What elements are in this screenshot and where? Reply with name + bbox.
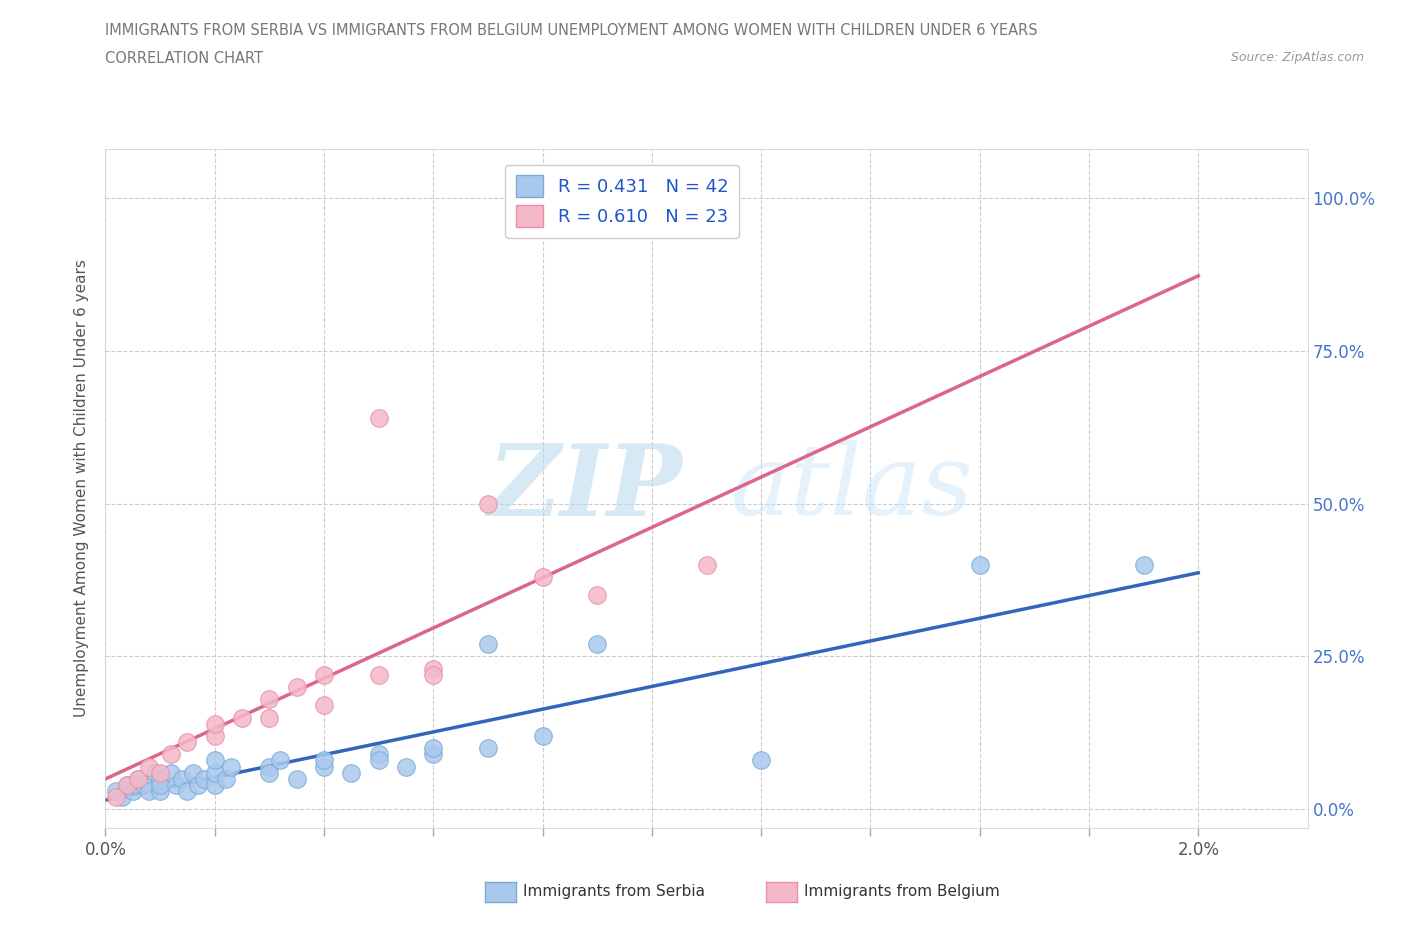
Point [127,771,149,786]
Point [149,777,172,792]
Point [312,753,335,768]
Point [367,747,389,762]
Point [531,728,554,743]
Legend: R = 0.431   N = 42, R = 0.610   N = 23: R = 0.431 N = 42, R = 0.610 N = 23 [505,165,740,237]
Point [138,784,160,799]
Point [204,716,226,731]
Point [170,771,193,786]
Text: ZIP: ZIP [488,440,682,537]
Point [176,784,198,799]
Point [259,759,281,774]
Text: Source: ZipAtlas.com: Source: ZipAtlas.com [1230,51,1364,64]
Text: IMMIGRANTS FROM SERBIA VS IMMIGRANTS FROM BELGIUM UNEMPLOYMENT AMONG WOMEN WITH : IMMIGRANTS FROM SERBIA VS IMMIGRANTS FRO… [105,23,1038,38]
Point [204,765,226,780]
Point [259,765,281,780]
Text: Immigrants from Serbia: Immigrants from Serbia [523,884,704,899]
Point [285,680,308,695]
Point [111,790,134,804]
Point [367,668,389,683]
Point [204,728,226,743]
Point [269,753,291,768]
Point [586,637,609,652]
Point [117,777,139,792]
Point [214,771,236,786]
Point [259,711,281,725]
Point [477,741,499,756]
Point [749,753,772,768]
Point [395,759,418,774]
Point [127,771,149,786]
Point [477,496,499,511]
Point [105,790,128,804]
Point [117,777,139,792]
Point [312,759,335,774]
Point [477,637,499,652]
Point [187,777,209,792]
Point [160,747,183,762]
Point [149,771,172,786]
Point [285,771,308,786]
Point [204,753,226,768]
Point [181,765,204,780]
Point [121,784,143,799]
Point [176,735,198,750]
Point [259,692,281,707]
Point [340,765,363,780]
Point [219,759,242,774]
Point [312,668,335,683]
Point [422,741,444,756]
Point [204,777,226,792]
Point [138,759,160,774]
Point [969,557,991,572]
Point [132,777,155,792]
Point [422,668,444,683]
Point [231,711,253,725]
Point [367,753,389,768]
Point [1132,557,1154,572]
Point [696,557,718,572]
Point [531,569,554,584]
Point [367,410,389,425]
Point [149,784,172,799]
Text: CORRELATION CHART: CORRELATION CHART [105,51,263,66]
Point [149,765,172,780]
Point [143,765,166,780]
Point [160,765,183,780]
Point [105,784,128,799]
Y-axis label: Unemployment Among Women with Children Under 6 years: Unemployment Among Women with Children U… [75,259,90,717]
Point [193,771,215,786]
Text: Immigrants from Belgium: Immigrants from Belgium [804,884,1000,899]
Point [312,698,335,712]
Point [422,747,444,762]
Point [586,588,609,603]
Text: atlas: atlas [731,441,973,536]
Point [166,777,188,792]
Point [422,661,444,676]
